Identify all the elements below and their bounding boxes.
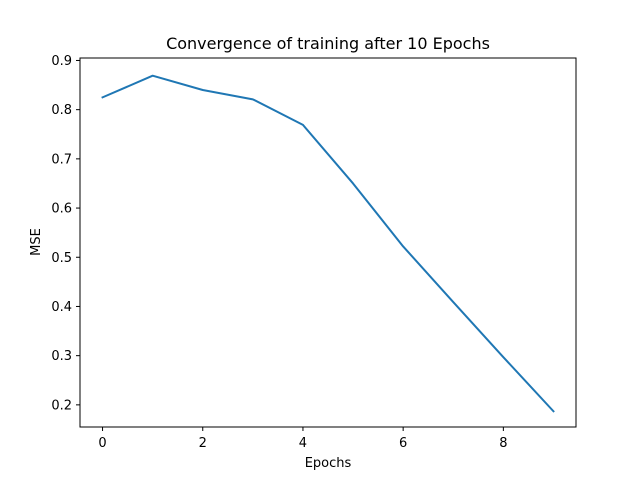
x-tick-label: 4: [299, 436, 307, 451]
x-tick-label: 2: [199, 436, 207, 451]
series-layer: [101, 74, 555, 413]
y-tick-label: 0.8: [51, 103, 72, 118]
x-axis-label: Epochs: [305, 456, 352, 471]
y-tick-label: 0.2: [51, 398, 72, 413]
y-tick-label: 0.7: [51, 152, 72, 167]
series-line-mse: [101, 74, 555, 413]
y-tick-label: 0.6: [51, 202, 72, 217]
plot-area: [80, 58, 576, 427]
x-ticks: 0 2 4 6 8: [98, 427, 507, 451]
y-tick-label: 0.3: [51, 349, 72, 364]
axes-layer: [79, 57, 577, 428]
chart-title: Convergence of training after 10 Epochs: [166, 34, 490, 53]
axes-frame: [79, 57, 577, 428]
y-tick-label: 0.4: [51, 300, 72, 315]
y-tick-label: 0.9: [51, 54, 72, 69]
y-axis-label: MSE: [29, 228, 44, 256]
y-tick-label: 0.5: [51, 251, 72, 266]
plot-background: [80, 58, 576, 427]
y-ticks: 0.2 0.3 0.4 0.5 0.6 0.7 0.8 0.9: [51, 54, 80, 413]
x-tick-label: 8: [499, 436, 507, 451]
x-tick-label: 6: [399, 436, 407, 451]
x-tick-label: 0: [98, 436, 106, 451]
